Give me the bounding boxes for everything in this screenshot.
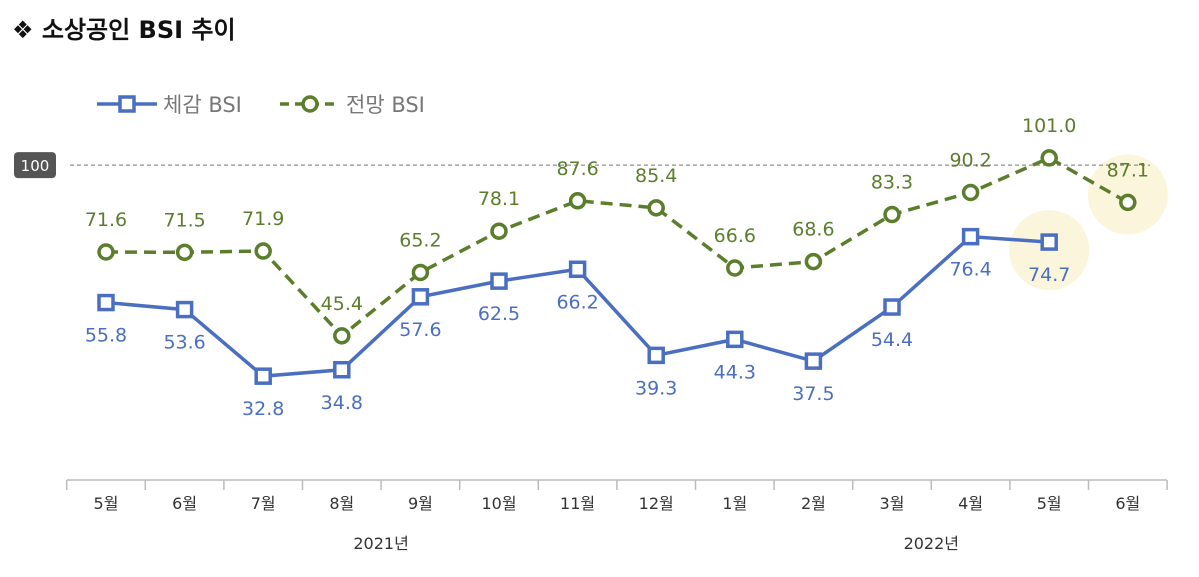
x-tick-label: 1월	[722, 494, 747, 513]
data-point-square	[568, 260, 587, 279]
data-point-circle	[647, 199, 665, 217]
series-line-1	[105, 155, 1129, 339]
data-point-square	[1040, 233, 1058, 251]
x-tick-label: 8월	[329, 494, 354, 513]
data-point-circle	[726, 259, 744, 277]
data-point-square	[726, 330, 744, 349]
x-tick-label: 5월	[94, 494, 119, 513]
data-label: 45.4	[321, 293, 363, 315]
data-point-circle	[804, 252, 823, 271]
data-point-square	[175, 300, 194, 319]
data-point-circle	[883, 205, 901, 224]
data-point-square	[961, 227, 980, 246]
data-label: 65.2	[399, 229, 441, 251]
x-tick-label: 6월	[172, 494, 197, 513]
data-label: 55.8	[85, 325, 127, 347]
data-point-square	[333, 361, 351, 379]
x-tick-label: 12월	[639, 494, 674, 513]
data-label: 74.7	[1028, 264, 1070, 286]
data-point-square	[490, 272, 508, 290]
data-point-circle	[411, 263, 430, 282]
data-point-square	[411, 288, 430, 306]
year-label: 2022년	[904, 534, 959, 553]
data-label: 83.3	[871, 172, 913, 194]
data-point-circle	[97, 243, 115, 261]
data-label: 44.3	[714, 361, 756, 383]
data-label: 85.4	[635, 165, 677, 187]
data-label: 62.5	[478, 303, 520, 325]
data-label: 76.4	[949, 259, 991, 281]
data-point-circle	[961, 183, 980, 202]
year-label: 2021년	[353, 534, 408, 553]
x-tick-label: 3월	[880, 494, 905, 513]
data-label: 39.3	[635, 377, 677, 399]
data-label: 66.6	[714, 225, 756, 247]
data-label: 68.6	[792, 219, 834, 241]
data-point-circle	[1119, 193, 1137, 212]
x-tick-label: 7월	[251, 494, 276, 513]
data-point-square	[647, 346, 665, 365]
data-label: 87.1	[1107, 159, 1149, 181]
legend-square-icon	[118, 95, 136, 113]
data-label: 71.6	[85, 209, 127, 231]
data-label: 87.6	[556, 158, 598, 180]
data-point-circle	[175, 243, 194, 262]
x-tick-label: 2월	[801, 494, 826, 513]
data-label: 57.6	[399, 319, 441, 341]
data-label: 71.5	[163, 209, 205, 231]
data-point-circle	[1040, 149, 1058, 167]
data-label: 66.2	[556, 291, 598, 313]
data-point-square	[804, 352, 823, 370]
x-tick-label: 10월	[481, 494, 516, 513]
x-tick-label: 5월	[1037, 494, 1062, 513]
data-label: 37.5	[792, 383, 834, 405]
legend-label: 체감 BSI	[163, 93, 242, 117]
data-label: 90.2	[949, 149, 991, 171]
x-tick-label: 4월	[958, 494, 983, 513]
reference-badge	[14, 152, 56, 179]
data-point-square	[254, 367, 272, 385]
data-point-square	[97, 293, 115, 312]
x-tick-label: 11월	[560, 494, 595, 513]
legend-circle-icon	[301, 95, 319, 113]
x-tick-label: 6월	[1115, 494, 1140, 513]
legend-label: 전망 BSI	[346, 93, 425, 117]
data-label: 53.6	[163, 332, 205, 354]
x-tick-label: 9월	[408, 494, 433, 513]
data-label: 101.0	[1022, 115, 1076, 137]
data-label: 32.8	[242, 398, 284, 420]
data-point-circle	[490, 222, 508, 240]
data-point-circle	[568, 192, 587, 210]
data-label: 54.4	[871, 329, 913, 351]
data-label: 71.9	[242, 208, 284, 230]
chart-title: ❖ 소상공인 BSI 추이	[12, 16, 236, 44]
data-point-circle	[254, 242, 272, 260]
data-label: 78.1	[478, 188, 520, 210]
data-point-circle	[333, 327, 351, 345]
data-point-square	[883, 298, 901, 316]
reference-label: 100	[21, 157, 50, 175]
data-label: 34.8	[321, 392, 363, 414]
